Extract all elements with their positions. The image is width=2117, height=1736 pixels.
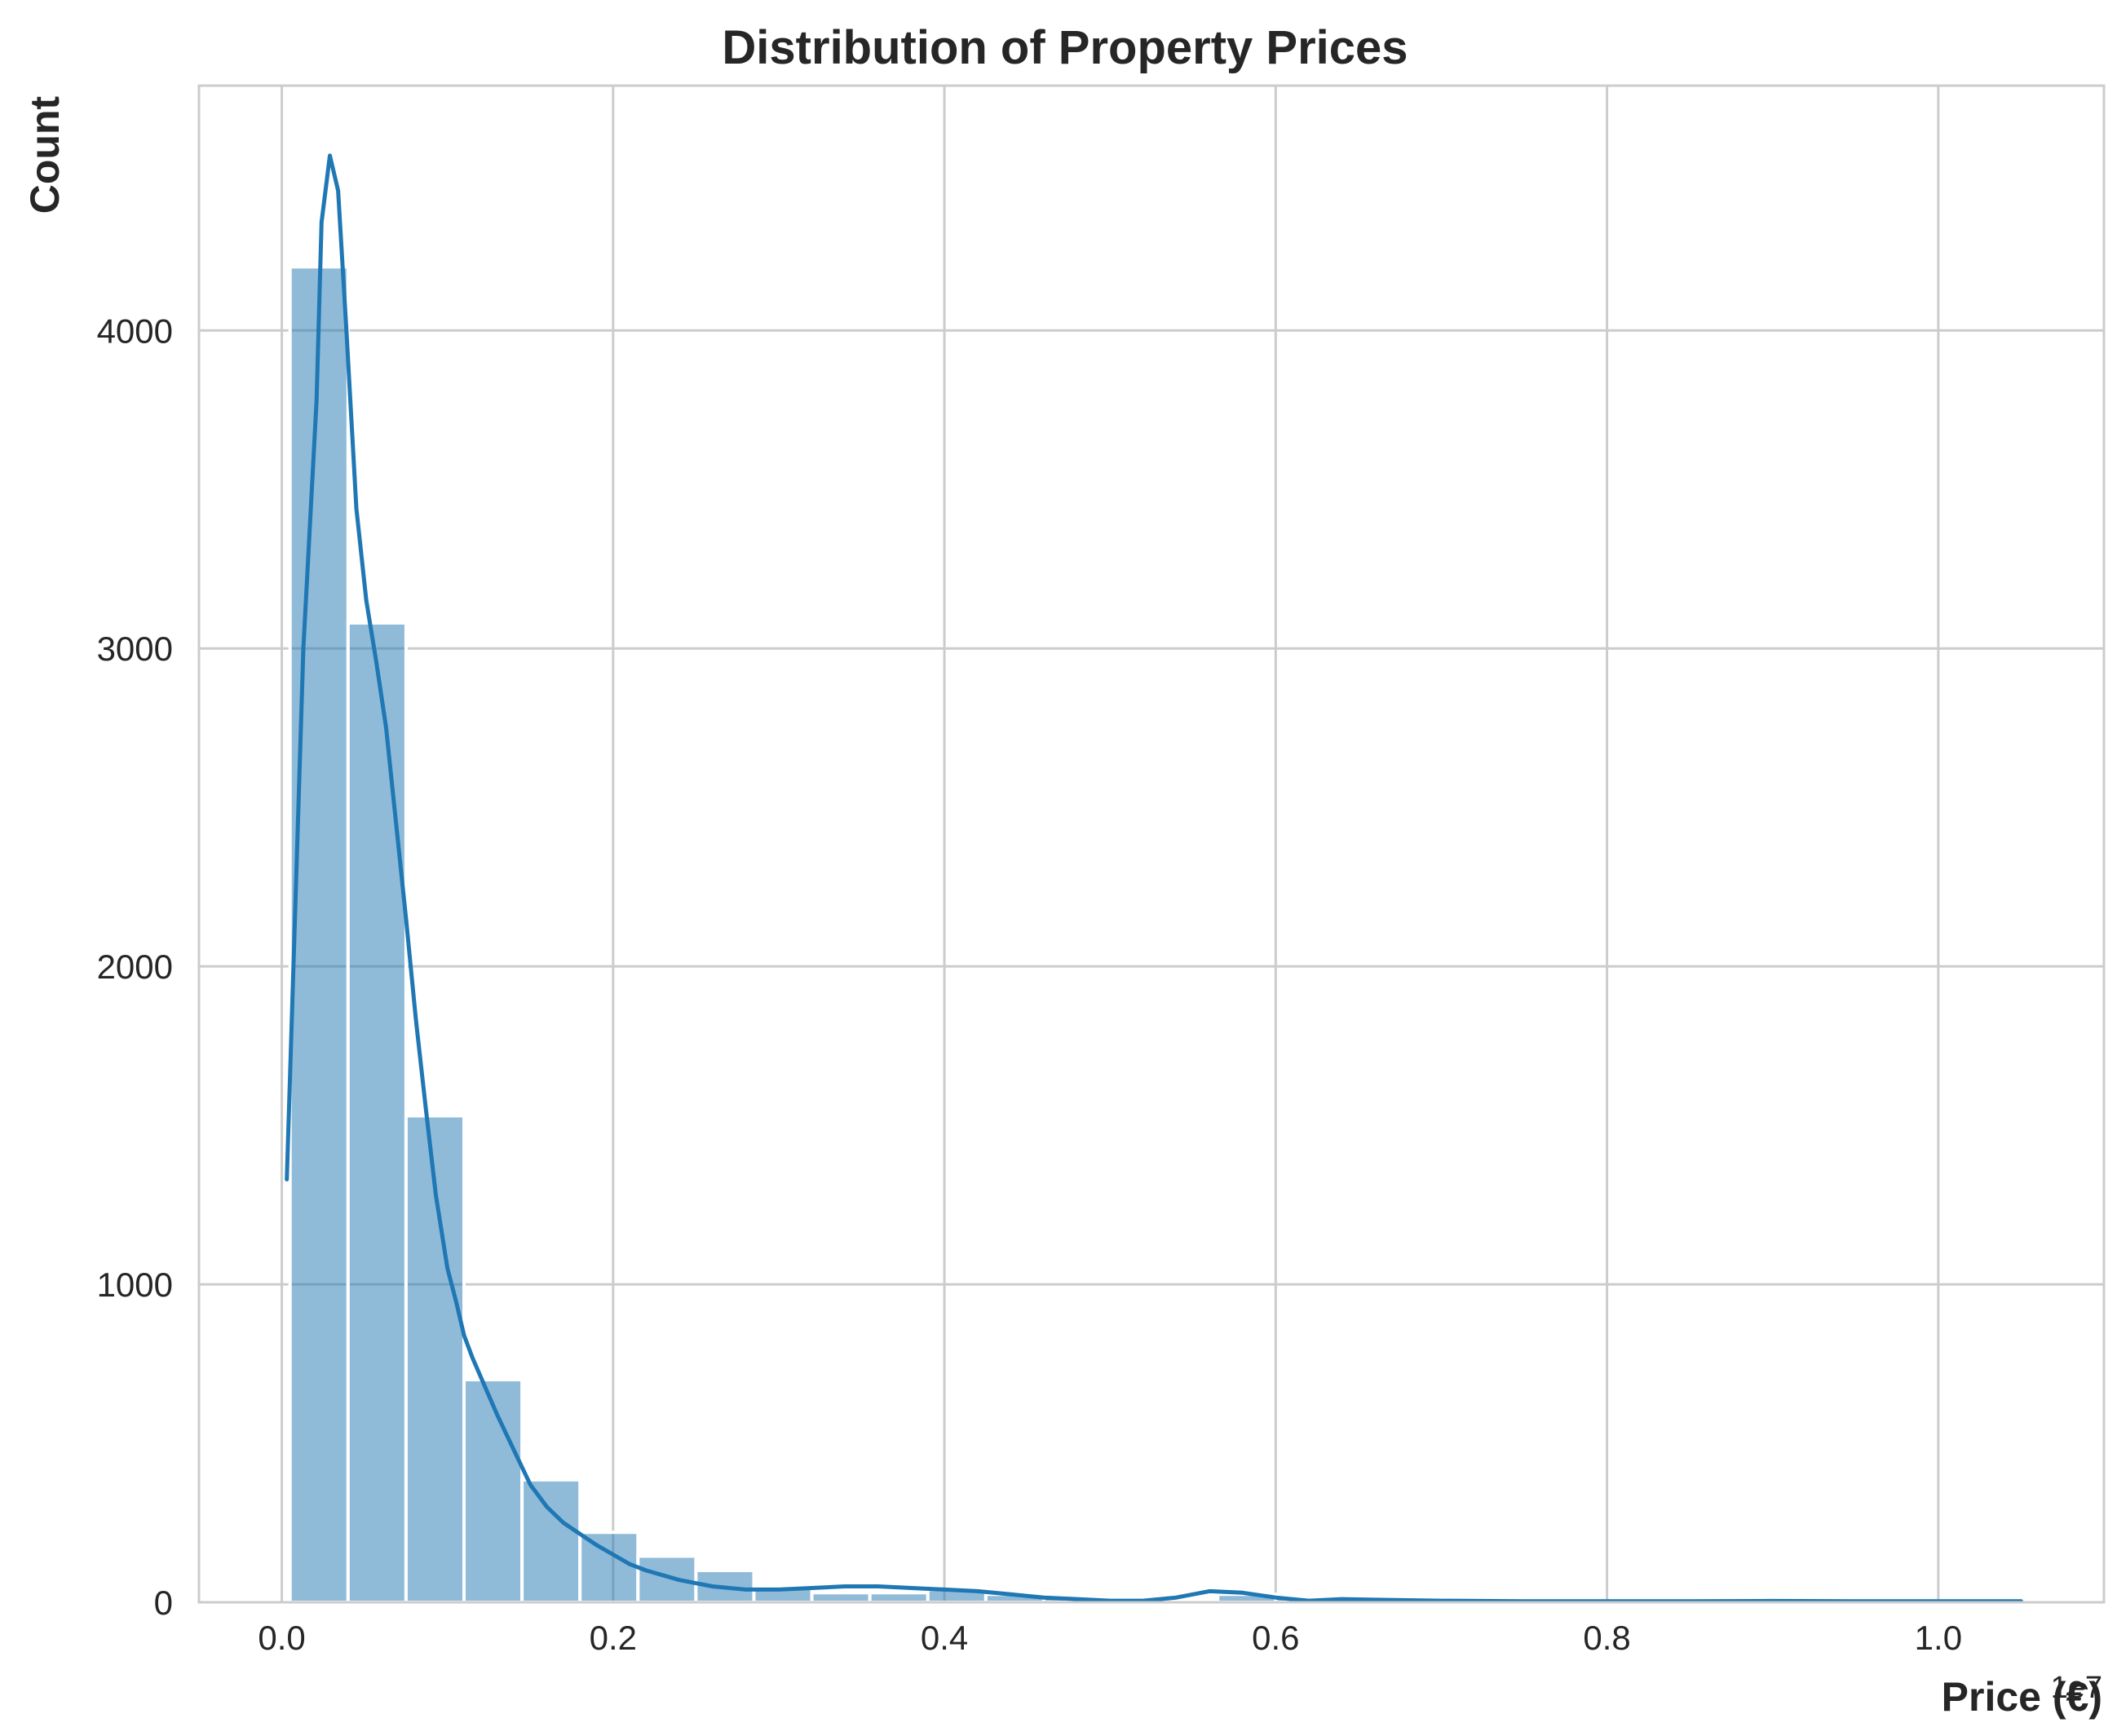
histogram-bar bbox=[520, 1478, 582, 1605]
x-tick-label: 0.8 bbox=[1583, 1619, 1630, 1657]
x-tick-label: 1.0 bbox=[1915, 1619, 1962, 1657]
chart-title: Distribution of Property Prices bbox=[722, 21, 1408, 74]
y-tick-label: 0 bbox=[154, 1584, 173, 1622]
histogram-bar bbox=[346, 621, 408, 1605]
histogram-bar bbox=[578, 1531, 640, 1605]
y-tick-label: 3000 bbox=[97, 629, 173, 668]
y-tick-label: 1000 bbox=[97, 1266, 173, 1304]
kde-curve bbox=[285, 153, 2023, 1604]
y-tick-label: 4000 bbox=[97, 311, 173, 350]
histogram-bar bbox=[288, 265, 350, 1604]
x-axis-label: Price (€) bbox=[1942, 1674, 2102, 1720]
x-axis-offset-label: 1e7 bbox=[2051, 1671, 2102, 1705]
y-axis-ticks: 0 1000 2000 3000 4000 bbox=[97, 311, 173, 1622]
histogram-bar bbox=[462, 1378, 524, 1605]
histogram-bars bbox=[288, 265, 2031, 1605]
plot-frame bbox=[197, 84, 2106, 1604]
x-tick-label: 0.6 bbox=[1252, 1619, 1299, 1657]
y-tick-label: 2000 bbox=[97, 948, 173, 986]
x-tick-label: 0.4 bbox=[921, 1619, 968, 1657]
x-tick-label: 0.2 bbox=[590, 1619, 637, 1657]
x-axis-ticks: 0.0 0.2 0.4 0.6 0.8 1.0 bbox=[258, 1619, 1962, 1657]
histogram-bar bbox=[636, 1554, 698, 1604]
histogram-bar bbox=[868, 1591, 930, 1604]
grid bbox=[199, 86, 2104, 1604]
y-axis-label: Count bbox=[22, 95, 68, 214]
x-tick-label: 0.0 bbox=[258, 1619, 305, 1657]
histogram-bar bbox=[810, 1591, 872, 1604]
